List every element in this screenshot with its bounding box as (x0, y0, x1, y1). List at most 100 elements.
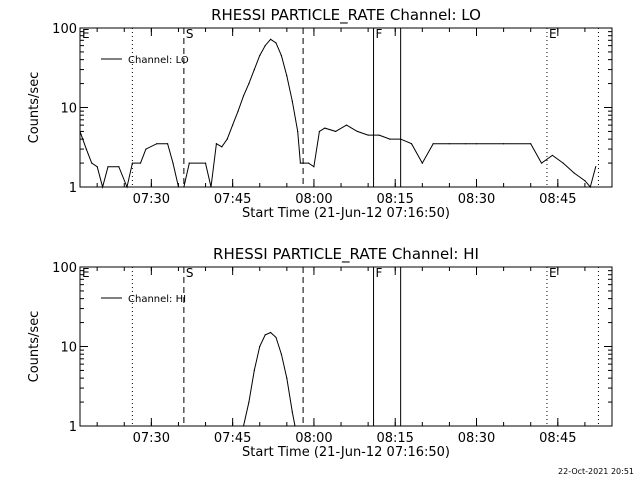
data-point (91, 162, 93, 164)
data-point (589, 186, 591, 188)
data-point (242, 425, 245, 427)
data-point (79, 130, 81, 133)
data-point (475, 143, 478, 145)
event-label: E (549, 266, 557, 280)
data-point (221, 146, 223, 148)
data-point (118, 166, 120, 168)
event-label: F (376, 27, 383, 41)
data-point (167, 143, 169, 145)
x-tick-label: 08:30 (458, 431, 495, 446)
data-point (275, 336, 277, 339)
data-point (248, 401, 250, 403)
event-label: E (549, 27, 557, 41)
data-point (131, 162, 133, 164)
data-point (172, 162, 174, 164)
data-point (291, 411, 293, 413)
chart-panel-1: RHESSI PARTICLE_RATE Channel: HI Counts/s… (27, 245, 613, 460)
data-point (503, 143, 505, 145)
data-point (264, 334, 266, 336)
data-point (378, 134, 380, 136)
y-axis-label: Counts/sec (27, 311, 42, 383)
x-tick-label: 08:15 (376, 192, 413, 207)
y-tick-label: 10 (60, 102, 77, 117)
x-axis-label: Start Time (21-Jun-12 07:16:50) (242, 445, 450, 460)
data-point (248, 82, 250, 85)
data-point (286, 75, 288, 77)
y-tick-label: 100 (52, 261, 77, 276)
data-point (85, 148, 87, 150)
x-tick-label: 08:45 (539, 192, 576, 207)
legend-label: Channel: HI (128, 294, 186, 305)
data-point (367, 134, 369, 136)
event-label: S (186, 266, 194, 280)
data-point (269, 331, 272, 334)
data-point (307, 162, 310, 164)
legend-label: Channel: LO (128, 55, 189, 66)
data-point (389, 138, 391, 140)
data-point (242, 95, 245, 97)
data-point (145, 148, 147, 150)
y-tick-label: 10 (60, 341, 77, 356)
data-point (448, 143, 451, 145)
data-point (188, 162, 190, 164)
data-point (573, 172, 575, 174)
data-point (465, 143, 467, 145)
data-point (259, 345, 261, 348)
chart-title: RHESSI PARTICLE_RATE Channel: HI (213, 245, 479, 264)
plot-frame (79, 266, 613, 427)
y-tick-label: 1 (69, 181, 77, 196)
event-label: E (82, 27, 90, 41)
y-tick-label: 100 (52, 22, 77, 37)
data-point (432, 143, 434, 145)
data-point (286, 377, 288, 379)
data-point (297, 130, 299, 133)
data-point (302, 162, 304, 164)
data-point (421, 162, 423, 164)
data-point (183, 186, 185, 188)
data-point (562, 162, 564, 164)
x-tick-label: 07:45 (214, 431, 251, 446)
data-point (269, 38, 272, 40)
x-tick-label: 07:30 (133, 192, 170, 207)
x-tick-label: 08:30 (458, 192, 495, 207)
data-point (595, 166, 597, 168)
y-tick-label: 1 (69, 420, 77, 435)
data-point (232, 124, 234, 126)
y-axis-label: Counts/sec (27, 72, 42, 144)
data-point (318, 130, 320, 133)
data-point (259, 54, 261, 57)
footer-timestamp: 22-Oct-2021 20:51 (558, 467, 634, 476)
data-point (313, 166, 315, 168)
data-point (96, 166, 98, 168)
data-point (400, 138, 402, 140)
data-point (210, 186, 212, 188)
x-tick-label: 08:00 (295, 192, 332, 207)
chart-panel-0: RHESSI PARTICLE_RATE Channel: LO Counts/s… (27, 6, 613, 221)
data-point (540, 162, 543, 164)
data-point (324, 127, 326, 129)
x-tick-label: 08:15 (376, 431, 413, 446)
x-tick-label: 07:30 (133, 431, 170, 446)
data-point (156, 143, 158, 145)
data-point (253, 68, 255, 71)
data-point (291, 100, 293, 102)
data-point (101, 186, 104, 188)
data-point (299, 162, 301, 164)
data-point (126, 186, 128, 188)
data-point (530, 143, 532, 145)
data-point (177, 186, 180, 188)
data-point (345, 124, 348, 126)
x-tick-label: 08:45 (539, 431, 576, 446)
series-line-0 (243, 331, 296, 427)
data-point (280, 54, 283, 57)
data-point (139, 162, 142, 164)
x-tick-label: 07:45 (214, 192, 251, 207)
data-point (215, 143, 217, 145)
data-point (226, 138, 228, 140)
event-label: F (376, 266, 383, 280)
event-label: S (186, 27, 194, 41)
data-point (410, 143, 413, 145)
x-tick-label: 08:00 (295, 431, 332, 446)
chart-title: RHESSI PARTICLE_RATE Channel: LO (211, 6, 481, 25)
